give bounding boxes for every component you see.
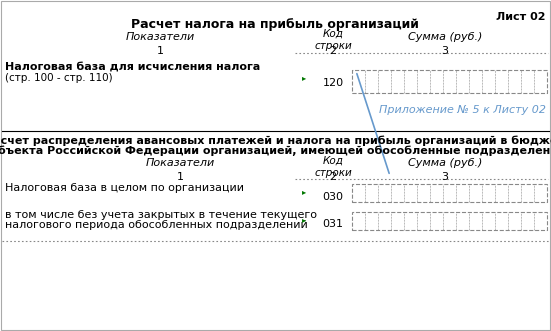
Text: 3: 3 bbox=[441, 172, 449, 182]
Text: Сумма (руб.): Сумма (руб.) bbox=[408, 32, 482, 42]
Bar bbox=[352, 184, 547, 202]
Text: ▸: ▸ bbox=[302, 187, 306, 196]
Text: налогового периода обособленных подразделений: налогового периода обособленных подразде… bbox=[5, 220, 308, 230]
Text: ▸: ▸ bbox=[302, 73, 306, 82]
Text: Код
строки: Код строки bbox=[314, 29, 352, 51]
Text: 1: 1 bbox=[176, 172, 183, 182]
Text: 2: 2 bbox=[329, 172, 337, 182]
Text: Сумма (руб.): Сумма (руб.) bbox=[408, 158, 482, 168]
Text: Приложение № 5 к Листу 02: Приложение № 5 к Листу 02 bbox=[379, 105, 546, 115]
Text: субъекта Российской Федерации организацией, имеющей обособленные подразделения: субъекта Российской Федерации организаци… bbox=[0, 146, 551, 157]
Text: 2: 2 bbox=[329, 46, 337, 56]
Text: Код
строки: Код строки bbox=[314, 156, 352, 178]
Text: Показатели: Показатели bbox=[126, 32, 195, 42]
Bar bbox=[352, 212, 547, 230]
Text: 120: 120 bbox=[322, 78, 344, 88]
Text: Расчет распределения авансовых платежей и налога на прибыль организаций в бюджет: Расчет распределения авансовых платежей … bbox=[0, 135, 551, 146]
Text: 030: 030 bbox=[322, 192, 343, 202]
Text: (стр. 100 - стр. 110): (стр. 100 - стр. 110) bbox=[5, 73, 112, 83]
Text: Налоговая база в целом по организации: Налоговая база в целом по организации bbox=[5, 183, 244, 193]
Bar bbox=[352, 70, 547, 93]
Text: 1: 1 bbox=[156, 46, 164, 56]
Text: в том числе без учета закрытых в течение текущего: в том числе без учета закрытых в течение… bbox=[5, 210, 317, 220]
Text: Расчет налога на прибыль организаций: Расчет налога на прибыль организаций bbox=[131, 18, 419, 31]
Text: ▸: ▸ bbox=[302, 215, 306, 224]
Text: Показатели: Показатели bbox=[145, 158, 215, 168]
Text: Лист 02: Лист 02 bbox=[496, 12, 546, 22]
Text: 3: 3 bbox=[441, 46, 449, 56]
Text: Налоговая база для исчисления налога: Налоговая база для исчисления налога bbox=[5, 63, 260, 73]
Text: 031: 031 bbox=[322, 219, 343, 229]
